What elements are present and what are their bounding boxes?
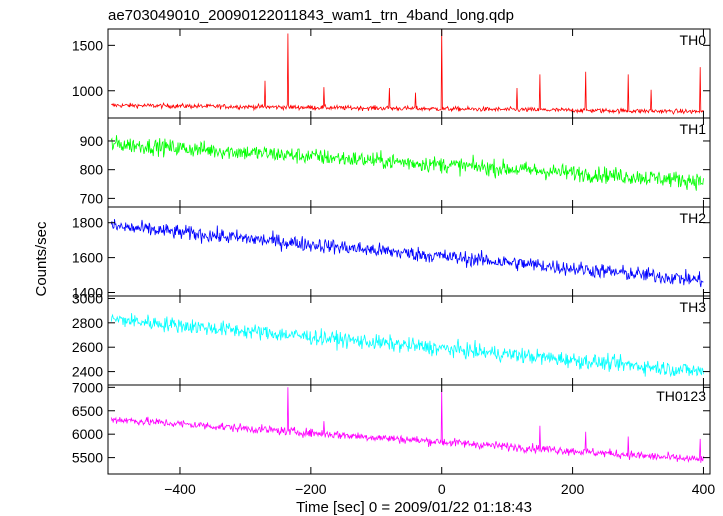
panel-label: TH0123 xyxy=(656,388,706,404)
y-tick-label: 6500 xyxy=(72,403,103,419)
panel-frame xyxy=(107,117,711,208)
y-tick-label: 1000 xyxy=(72,83,103,99)
panel-th3: 2400 2600 2800 3000 TH3 xyxy=(72,290,711,386)
y-tick-label: 7000 xyxy=(72,379,103,395)
series-line-th0123 xyxy=(110,387,704,463)
y-tick-label: 2400 xyxy=(72,364,103,380)
panel-th0123: 5500 6000 6500 7000 TH0123 −400 −200 0 200 400 xyxy=(72,379,716,497)
y-axis-label: Counts/sec xyxy=(33,221,50,297)
series-line-th0 xyxy=(111,28,704,115)
y-tick-label: 2600 xyxy=(72,339,103,355)
series-line-th2 xyxy=(110,219,704,288)
panel-frame xyxy=(107,206,711,297)
y-tick-label: 6000 xyxy=(72,426,103,442)
y-tick-label: 700 xyxy=(80,190,104,206)
panel-th2: 1400 1600 1800 TH2 xyxy=(72,206,711,301)
x-tick-label: 400 xyxy=(692,481,716,497)
y-tick-label: 800 xyxy=(80,162,104,178)
panel-th0: 1000 1500 TH0 xyxy=(72,28,711,119)
panel-label: TH0 xyxy=(680,32,707,48)
y-tick-label: 1400 xyxy=(72,285,103,301)
panel-label: TH3 xyxy=(680,299,707,315)
panel-label: TH1 xyxy=(680,121,707,137)
y-tick-label: 1600 xyxy=(72,250,103,266)
series-line-th1 xyxy=(110,135,704,191)
x-axis-label: Time [sec] 0 = 2009/01/22 01:18:43 xyxy=(296,499,532,516)
series-line-th3 xyxy=(110,313,704,378)
panel-frame xyxy=(107,384,711,475)
y-tick-label: 1500 xyxy=(72,37,103,53)
y-tick-label: 3000 xyxy=(72,290,103,306)
x-tick-label: 200 xyxy=(561,481,585,497)
x-tick-label: −400 xyxy=(164,481,196,497)
chart-title: ae703049010_20090122011843_wam1_trn_4ban… xyxy=(108,7,514,24)
x-tick-label: −200 xyxy=(295,481,327,497)
y-tick-label: 2800 xyxy=(72,315,103,331)
x-tick-label: 0 xyxy=(438,481,446,497)
y-tick-label: 5500 xyxy=(72,450,103,466)
panel-th1: 700 800 900 TH1 xyxy=(80,117,711,208)
panel-label: TH2 xyxy=(680,210,707,226)
y-tick-label: 900 xyxy=(80,133,104,149)
y-tick-label: 1800 xyxy=(72,215,103,231)
